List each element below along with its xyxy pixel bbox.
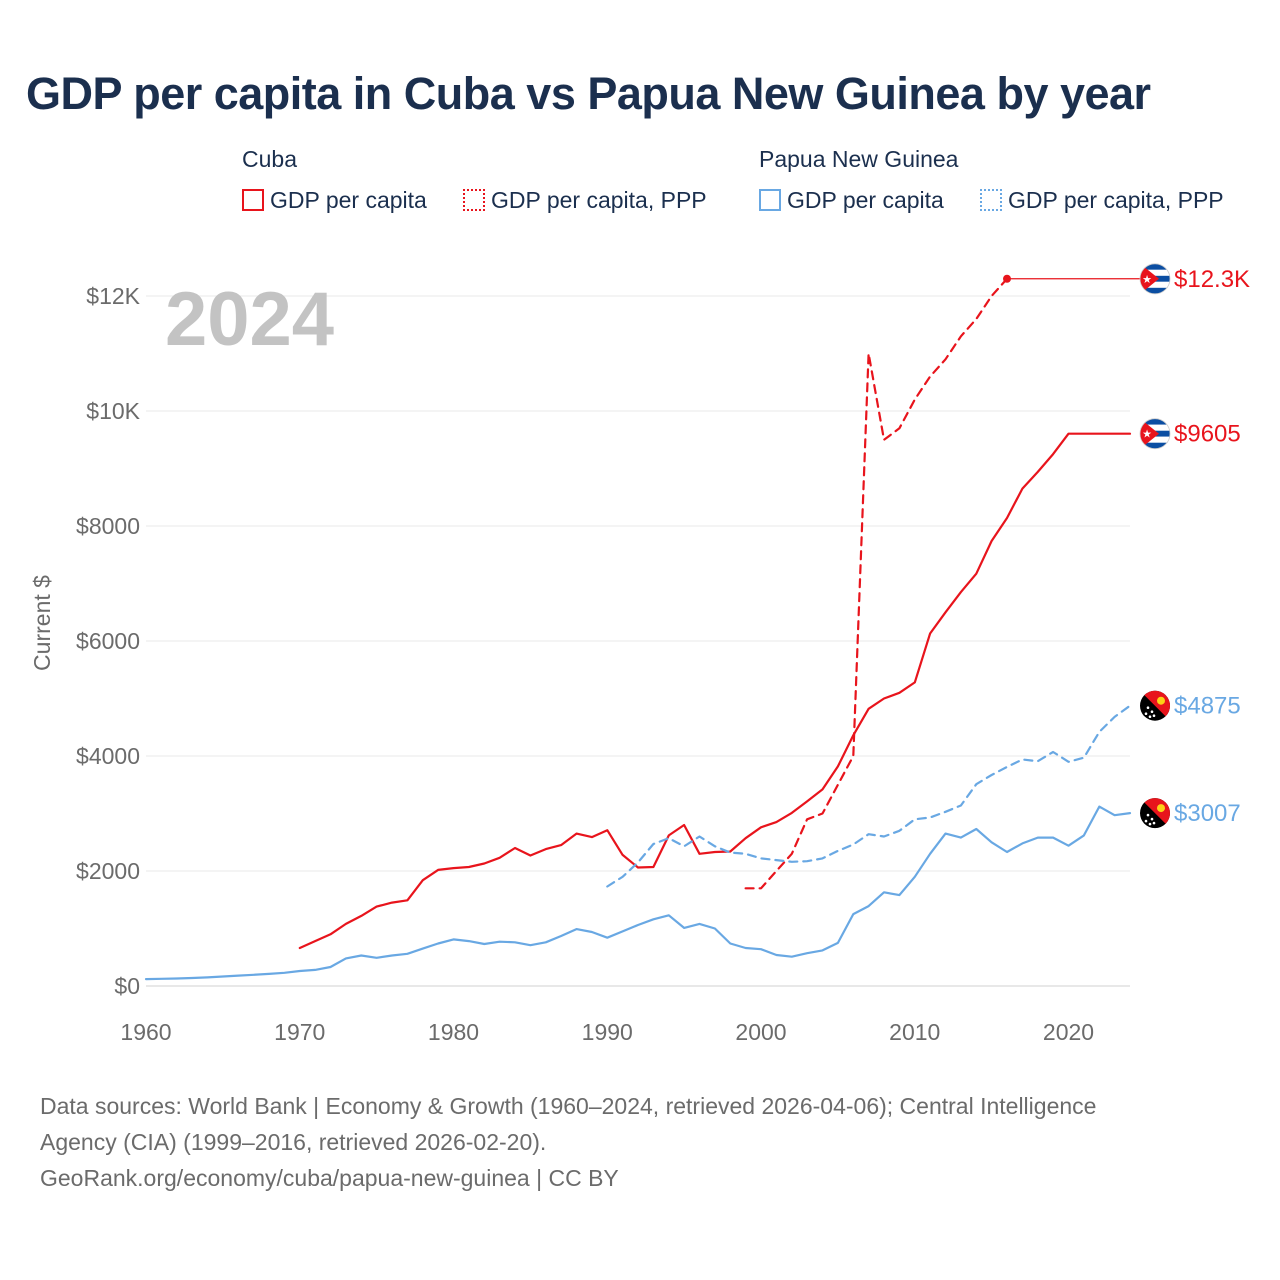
flag-star (1152, 821, 1156, 825)
flag-triangle (1140, 418, 1159, 449)
flag-star (1150, 817, 1154, 821)
year-watermark: 2024 (165, 277, 334, 362)
y-tick-label: $6000 (76, 628, 140, 654)
end-labels: ★ $9605 ★ $12.3K $3007 $4875 (1139, 263, 1250, 829)
flag-border (1139, 263, 1171, 295)
flag-border (1139, 418, 1171, 450)
x-tick-label: 1980 (428, 1019, 479, 1045)
series-flag-marker: ★ (1139, 263, 1171, 295)
legend-label: GDP per capita, PPP (1008, 186, 1224, 213)
y-tick-label: $10K (86, 398, 140, 424)
papua-new-guinea-flag-icon (1140, 798, 1170, 829)
sources-line-1: Data sources: World Bank | Economy & Gro… (40, 1093, 1097, 1119)
credit-link[interactable]: GeoRank.org/economy/cuba/papua-new-guine… (40, 1165, 619, 1191)
legend-item-cuba-gdp[interactable]: GDP per capita (242, 186, 427, 214)
flag-star (1148, 715, 1152, 718)
line-chart: 2024 $0 $2000 $4000 $6000 $8000 $10K $12K 1960 1… (29, 263, 1250, 1045)
legend-label: GDP per capita (787, 186, 944, 213)
flag-stripe (1140, 436, 1170, 443)
flag-star (1146, 813, 1150, 817)
y-tick-label: $8000 (76, 513, 140, 539)
flag-stripe (1140, 424, 1170, 431)
flag-stripe (1140, 269, 1170, 276)
flag-star: ★ (1142, 429, 1152, 441)
flag-triangle (1140, 263, 1159, 294)
flag-star: ★ (1142, 274, 1152, 286)
x-tick-label: 1970 (274, 1019, 325, 1045)
series-line (606, 704, 1132, 888)
flag-star (1148, 822, 1152, 826)
legend-group-png: Papua New Guinea (759, 146, 959, 172)
series-flag-marker (1140, 798, 1170, 829)
series-end-label: $3007 (1174, 800, 1241, 827)
legend-swatch-dotted-red (463, 189, 485, 211)
y-tick-label: $12K (86, 283, 140, 309)
x-tick-label: 1990 (582, 1019, 633, 1045)
x-tick-label: 2000 (735, 1019, 786, 1045)
sources-line-2: Agency (CIA) (1999–2016, retrieved 2026-… (40, 1129, 547, 1155)
series-endpoint (1003, 274, 1011, 283)
series-flag-marker: ★ (1139, 418, 1171, 450)
grid (146, 295, 1130, 987)
y-tick-label: $0 (114, 973, 140, 999)
papua-new-guinea-flag-icon (1140, 690, 1170, 721)
chart-title: GDP per capita in Cuba vs Papua New Guin… (26, 68, 1151, 119)
flag-stripe (1140, 442, 1170, 449)
legend-item-png-gdp-ppp[interactable]: GDP per capita, PPP (980, 186, 1224, 214)
legend-item-png-gdp[interactable]: GDP per capita (759, 186, 944, 214)
flag-star (1152, 714, 1156, 717)
series-end-label: $4875 (1174, 693, 1241, 720)
series-line (744, 277, 1009, 890)
flag-stripe (1140, 263, 1170, 270)
legend-item-cuba-gdp-ppp[interactable]: GDP per capita, PPP (463, 186, 707, 214)
legend-swatch-solid-blue (759, 189, 781, 211)
flag-star (1150, 710, 1154, 713)
footer: Data sources: World Bank | Economy & Gro… (40, 1088, 1240, 1196)
legend-swatch-dotted-blue (980, 189, 1002, 211)
series-flag-marker (1140, 690, 1170, 721)
flag-bird (1157, 696, 1165, 705)
series-end-label: $9605 (1174, 421, 1241, 448)
flag-stripe (1140, 418, 1170, 425)
flag-bird (1157, 804, 1165, 813)
legend-label: GDP per capita, PPP (491, 186, 707, 213)
flag-star (1146, 706, 1150, 709)
series-line (298, 432, 1132, 950)
x-tick-label: 2020 (1043, 1019, 1094, 1045)
cuba-flag-icon: ★ (1140, 418, 1170, 449)
x-tick-label: 1960 (120, 1019, 171, 1045)
flag-star (1144, 712, 1148, 715)
series (144, 274, 1140, 981)
flag-stripe (1140, 281, 1170, 288)
legend-group-cuba: Cuba (242, 146, 297, 172)
y-tick-label: $2000 (76, 858, 140, 884)
x-tick-label: 2010 (889, 1019, 940, 1045)
y-axis-label: Current $ (29, 575, 55, 671)
flag-star (1144, 819, 1148, 823)
legend-swatch-solid-red (242, 189, 264, 211)
legend-label: GDP per capita (270, 186, 427, 213)
y-tick-label: $4000 (76, 743, 140, 769)
series-end-label: $12.3K (1174, 266, 1250, 293)
axes: $0 $2000 $4000 $6000 $8000 $10K $12K 1960 1970 19… (76, 283, 1094, 1045)
flag-stripe (1140, 287, 1170, 294)
cuba-flag-icon: ★ (1140, 263, 1170, 294)
series-line (144, 805, 1132, 981)
